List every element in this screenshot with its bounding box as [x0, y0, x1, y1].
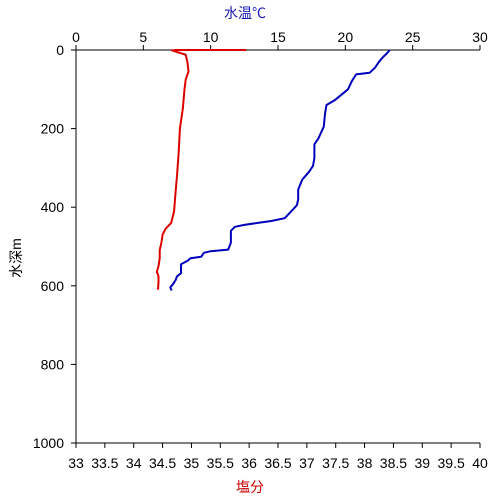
- bottom-tick-label: 36.5: [264, 455, 291, 471]
- bottom-tick-label: 33: [68, 455, 84, 471]
- y-axis-label: 水深m: [8, 238, 24, 278]
- top-tick-label: 10: [203, 29, 219, 45]
- top-tick-label: 5: [139, 29, 147, 45]
- series-group: [155, 49, 391, 291]
- bottom-tick-label: 37: [299, 455, 315, 471]
- bottom-axis-label: 塩分: [236, 479, 264, 495]
- top-tick-label: 20: [338, 29, 354, 45]
- y-tick-label: 400: [41, 199, 65, 215]
- top-axis-label: 水温℃: [224, 5, 266, 21]
- salinity-series-line: [155, 49, 190, 290]
- bottom-tick-label: 38.5: [380, 455, 407, 471]
- bottom-tick-label: 34: [126, 455, 142, 471]
- y-tick-label: 1000: [33, 435, 64, 451]
- bottom-tick-label: 35.5: [207, 455, 234, 471]
- y-tick-label: 200: [41, 121, 65, 137]
- top-tick-label: 0: [72, 29, 80, 45]
- top-tick-label: 25: [405, 29, 421, 45]
- y-tick-label: 600: [41, 278, 65, 294]
- bottom-tick-label: 36: [241, 455, 257, 471]
- bottom-tick-label: 38: [357, 455, 373, 471]
- bottom-tick-label: 33.5: [91, 455, 118, 471]
- bottom-tick-label: 35: [184, 455, 200, 471]
- ticks-group: 0 5 10 15 20 25 30 33 33.5 34 34.5 35 35.5 36 36.5 37 37…: [33, 29, 488, 471]
- bottom-tick-label: 39.5: [438, 455, 465, 471]
- bottom-tick-label: 40: [472, 455, 488, 471]
- y-tick-label: 800: [41, 356, 65, 372]
- top-tick-label: 30: [472, 29, 488, 45]
- y-tick-label: 0: [56, 42, 64, 58]
- bottom-tick-label: 34.5: [149, 455, 176, 471]
- top-tick-label: 15: [270, 29, 286, 45]
- bottom-tick-label: 39: [414, 455, 430, 471]
- bottom-tick-label: 37.5: [322, 455, 349, 471]
- temperature-series-line: [169, 49, 391, 291]
